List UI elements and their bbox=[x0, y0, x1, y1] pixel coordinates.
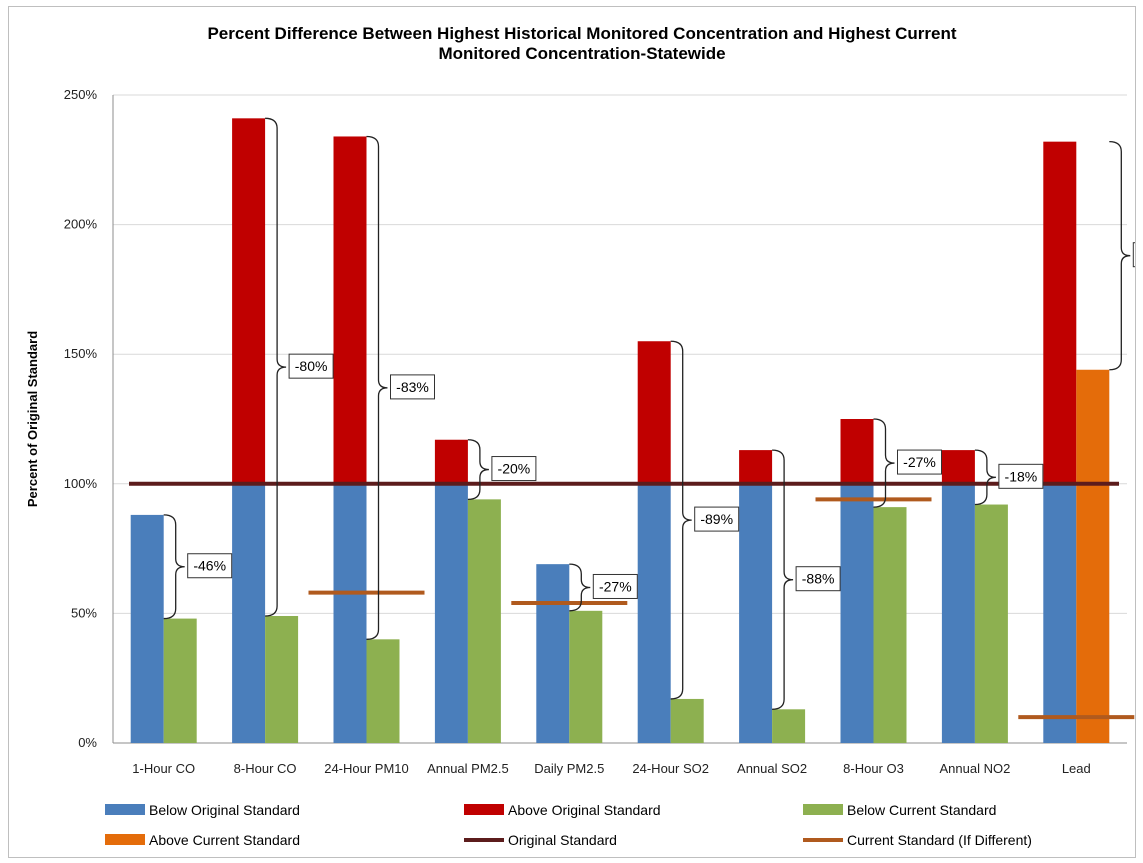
current-bar-above bbox=[1076, 369, 1110, 743]
x-tick-label: Annual NO2 bbox=[939, 761, 1010, 776]
difference-brace bbox=[467, 439, 489, 501]
current-bar-below bbox=[366, 639, 400, 743]
difference-label-box bbox=[187, 553, 233, 579]
legend-swatch bbox=[105, 804, 145, 815]
difference-brace bbox=[366, 135, 388, 640]
x-tick-label: 24-Hour PM10 bbox=[324, 761, 409, 776]
current-bar-below bbox=[974, 504, 1008, 743]
y-tick-label: 0% bbox=[78, 735, 97, 750]
difference-brace bbox=[772, 449, 794, 710]
historical-bar-below bbox=[941, 483, 975, 743]
historical-bar-below bbox=[130, 514, 164, 743]
difference-label-box bbox=[491, 456, 537, 482]
difference-label-box bbox=[592, 573, 638, 599]
y-tick-label: 150% bbox=[64, 346, 98, 361]
x-axis-ticks: 1-Hour CO 8-Hour CO 24-Hour PM10 Annual PM2… bbox=[132, 761, 1090, 776]
legend: Below Original Standard Above Original St… bbox=[105, 802, 1032, 848]
legend-label: Above Original Standard bbox=[508, 802, 661, 818]
difference-label: -20% bbox=[498, 461, 531, 477]
x-tick-label: Annual SO2 bbox=[737, 761, 807, 776]
difference-brace bbox=[974, 449, 996, 506]
historical-bar-above bbox=[333, 136, 367, 484]
difference-label: -80% bbox=[295, 358, 328, 374]
chart-title-line-2: Monitored Concentration-Statewide bbox=[438, 44, 725, 63]
legend-label: Below Original Standard bbox=[149, 802, 300, 818]
legend-label: Current Standard (If Different) bbox=[847, 832, 1032, 848]
x-tick-label: 8-Hour CO bbox=[234, 761, 297, 776]
historical-bar-below bbox=[232, 483, 266, 743]
difference-label-box bbox=[795, 566, 841, 592]
historical-bar-above bbox=[739, 450, 773, 484]
historical-bar-below bbox=[637, 483, 671, 743]
historical-bar-below bbox=[434, 483, 468, 743]
x-tick-label: Daily PM2.5 bbox=[534, 761, 604, 776]
y-axis-ticks: 0% 50% 100% 150% 200% 250% bbox=[64, 87, 98, 750]
historical-bar-above bbox=[434, 439, 468, 484]
current-bar-below bbox=[772, 709, 806, 743]
difference-label-box bbox=[390, 374, 435, 400]
difference-label-box bbox=[998, 463, 1044, 489]
chart-title-line-1: Percent Difference Between Highest Histo… bbox=[207, 24, 956, 43]
y-tick-label: 200% bbox=[64, 217, 98, 232]
current-bar-below bbox=[163, 618, 197, 743]
legend-swatch bbox=[464, 804, 504, 815]
historical-bar-below bbox=[840, 483, 874, 743]
y-axis-label: Percent of Original Standard bbox=[25, 331, 40, 507]
historical-bar-below bbox=[1043, 483, 1077, 743]
legend-label: Above Current Standard bbox=[149, 832, 300, 848]
difference-brace bbox=[265, 117, 287, 617]
historical-bar-below bbox=[333, 483, 367, 743]
historical-bar-above bbox=[232, 118, 266, 484]
historical-bar-above bbox=[941, 450, 975, 484]
difference-label-box bbox=[694, 506, 740, 532]
x-tick-label: Annual PM2.5 bbox=[427, 761, 509, 776]
difference-brace bbox=[670, 340, 692, 700]
x-tick-label: Lead bbox=[1062, 761, 1091, 776]
historical-bar-below bbox=[536, 564, 570, 743]
legend-label: Original Standard bbox=[508, 832, 617, 848]
difference-brace bbox=[569, 563, 591, 612]
difference-label: -18% bbox=[1005, 468, 1038, 484]
difference-annotations: -46%-80%-83%-20%-27%-89%-88%-27%-18%-38% bbox=[163, 117, 1135, 710]
legend-swatch bbox=[105, 834, 145, 845]
standard-lines bbox=[129, 481, 1135, 720]
chart-frame: Percent Difference Between Highest Histo… bbox=[8, 6, 1136, 858]
current-bar-below bbox=[265, 615, 299, 743]
difference-label-box bbox=[288, 353, 334, 379]
x-tick-label: 1-Hour CO bbox=[132, 761, 195, 776]
difference-brace bbox=[1109, 141, 1131, 371]
y-tick-label: 250% bbox=[64, 87, 98, 102]
historical-bar-above bbox=[637, 341, 671, 484]
historical-bar-above bbox=[1043, 141, 1077, 484]
current-bar-below bbox=[467, 499, 501, 743]
legend-swatch bbox=[803, 804, 843, 815]
current-bar-below bbox=[569, 610, 603, 743]
legend-label: Below Current Standard bbox=[847, 802, 996, 818]
current-bar-below bbox=[873, 507, 907, 743]
difference-label: -89% bbox=[700, 511, 733, 527]
difference-label: -46% bbox=[193, 558, 226, 574]
historical-bar-below bbox=[739, 483, 773, 743]
bar-chart: Percent Difference Between Highest Histo… bbox=[25, 24, 1135, 848]
chart-title: Percent Difference Between Highest Histo… bbox=[207, 24, 956, 63]
difference-label-box bbox=[1132, 242, 1135, 268]
historical-bar-above bbox=[840, 419, 874, 484]
difference-label-box bbox=[897, 449, 942, 475]
x-tick-label: 8-Hour O3 bbox=[843, 761, 904, 776]
difference-label: -27% bbox=[903, 454, 936, 470]
difference-label: -27% bbox=[599, 578, 632, 594]
difference-label: -83% bbox=[396, 379, 429, 395]
x-tick-label: 24-Hour SO2 bbox=[632, 761, 709, 776]
difference-label: -88% bbox=[802, 571, 835, 587]
bars bbox=[130, 118, 1110, 743]
y-tick-label: 100% bbox=[64, 476, 98, 491]
difference-brace bbox=[163, 514, 185, 620]
difference-brace bbox=[873, 418, 895, 508]
y-tick-label: 50% bbox=[71, 605, 97, 620]
current-bar-below bbox=[670, 698, 704, 743]
